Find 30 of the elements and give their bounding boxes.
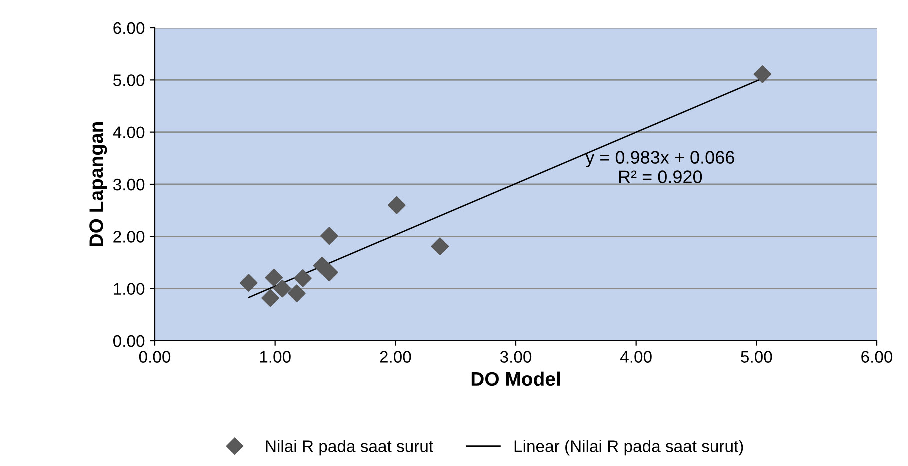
y-tick-label: 3.00: [113, 178, 145, 191]
point: [320, 264, 338, 282]
x-tick-label: 2.00: [380, 351, 412, 363]
point: [240, 274, 258, 292]
y-tick-label: 4.00: [113, 126, 145, 139]
legend-label: Linear (Nilai R pada saat surut): [514, 440, 744, 456]
x-axis-title: DO Model: [472, 372, 560, 386]
point: [754, 66, 772, 84]
point: [431, 238, 450, 256]
annotation: y = 0.983x + 0.066 R² = 0.920: [586, 151, 734, 184]
x-tick-label: 3.00: [500, 351, 532, 363]
x-tick-label: 5.00: [741, 351, 772, 363]
y-tick-label: 1.00: [114, 283, 145, 296]
point: [274, 280, 292, 298]
legend-label: Nilai R pada saat surut: [266, 440, 434, 456]
x-tick-label: 1.00: [260, 351, 291, 363]
y-tick-label: 6.00: [114, 22, 145, 34]
x-tick-label: 6.00: [862, 351, 893, 363]
point: [388, 196, 406, 214]
y-tick-label: 0.00: [113, 335, 145, 348]
y-axis-title: DO Lapangan: [90, 122, 108, 246]
point: [288, 284, 306, 302]
x-tick-label: 4.00: [620, 351, 652, 363]
y-tick-label: 5.00: [114, 74, 145, 86]
point: [294, 269, 312, 288]
point: [265, 268, 284, 287]
y-tick-label: 2.00: [114, 231, 145, 243]
point: [262, 289, 280, 308]
point: [320, 227, 338, 246]
x-tick-label: 0.00: [139, 351, 171, 363]
